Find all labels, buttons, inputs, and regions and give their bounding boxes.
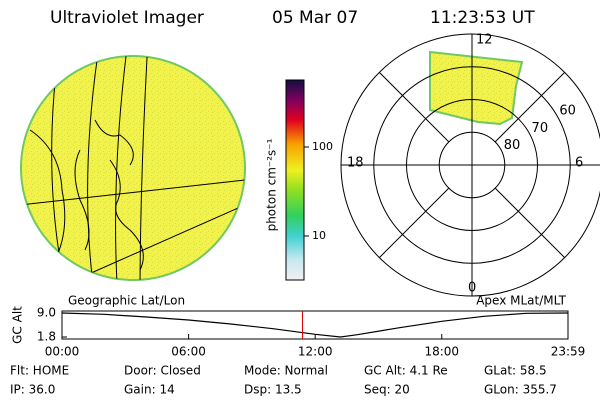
- meridian: [494, 187, 565, 258]
- x-tick-label: 06:00: [171, 345, 206, 359]
- map-label: Geographic Lat/Lon: [68, 294, 185, 308]
- date: 05 Mar 07: [272, 8, 358, 28]
- mlt-label: 0: [468, 281, 476, 296]
- latitude-ring: [373, 66, 571, 264]
- colorbar-tick-label: 100: [312, 140, 333, 153]
- status-field: Door: Closed: [124, 364, 201, 378]
- latitude-ring: [406, 99, 538, 231]
- y-tick-label: 1.8: [37, 330, 56, 344]
- colorbar-tick-label: 10: [312, 229, 326, 242]
- status-field: GLat: 58.5: [484, 364, 547, 378]
- status-panel: Flt: HOME Door: Closed Mode: Normal GC Alt:…: [10, 364, 557, 397]
- latitude-ring: [438, 131, 506, 199]
- x-tick-label: 23:59: [551, 345, 586, 359]
- latitude-label: 60: [559, 103, 576, 118]
- mlt-label: 18: [347, 156, 364, 171]
- meridian: [379, 187, 450, 258]
- earth-image: [20, 55, 246, 281]
- status-field: GLon: 355.7: [484, 383, 557, 397]
- status-field: IP: 36.0: [10, 383, 55, 397]
- status-field: Flt: HOME: [10, 364, 69, 378]
- mlt-label: 12: [476, 33, 493, 48]
- meridian: [494, 72, 565, 143]
- status-field: GC Alt: 4.1 Re: [364, 364, 448, 378]
- colorbar: [285, 79, 305, 281]
- aurora-image: [429, 50, 524, 126]
- title: Ultraviolet Imager: [50, 8, 204, 28]
- colorbar-label: photon cm⁻²s⁻¹: [265, 138, 279, 231]
- status-field: Dsp: 13.5: [244, 383, 302, 397]
- x-tick-label: 12:00: [298, 345, 333, 359]
- mlt-label: 6: [575, 156, 583, 171]
- status-field: Gain: 14: [124, 383, 175, 397]
- altitude-chart: 1.8 9.0 00:00 06:00 12:00 18:00 23:59: [37, 306, 585, 359]
- status-field: Mode: Normal: [244, 364, 328, 378]
- polar-label: Apex MLat/MLT: [476, 294, 566, 308]
- status-field: Seq: 20: [364, 383, 410, 397]
- time: 11:23:53 UT: [430, 8, 535, 28]
- meridian: [379, 72, 450, 143]
- latitude-label: 80: [504, 138, 521, 153]
- y-axis-label: GC Alt: [11, 306, 25, 344]
- x-tick-label: 18:00: [424, 345, 459, 359]
- latitude-label: 70: [532, 121, 549, 136]
- altitude-line: [61, 312, 569, 338]
- x-tick-label: 00:00: [45, 345, 80, 359]
- y-tick-label: 9.0: [37, 306, 56, 320]
